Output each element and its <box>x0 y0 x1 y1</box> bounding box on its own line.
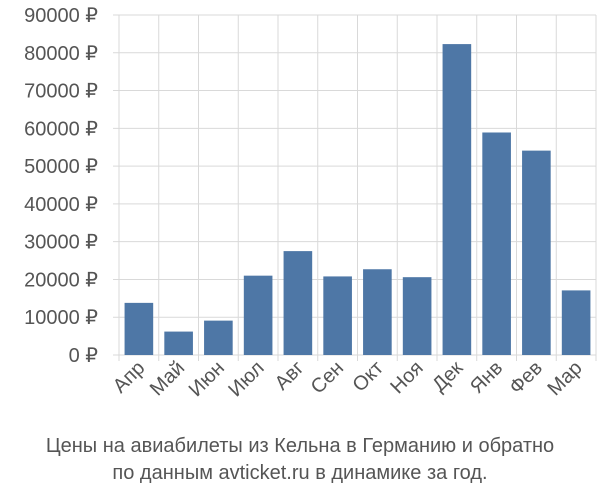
x-tick-label: Сен <box>307 357 348 398</box>
y-tick-label: 30000 ₽ <box>24 232 98 254</box>
y-tick-label: 0 ₽ <box>69 345 99 367</box>
bar-Сен <box>323 276 352 355</box>
y-tick-label: 10000 ₽ <box>24 307 98 329</box>
caption-line-1: Цены на авиабилеты из Кельна в Германию … <box>45 435 555 457</box>
bar-Дек <box>442 44 472 355</box>
bar-Май <box>164 331 193 355</box>
chart-bars <box>124 44 591 355</box>
y-tick-label: 50000 ₽ <box>24 156 98 178</box>
x-tick-label: Дек <box>428 357 467 396</box>
x-tick-label: Ноя <box>386 357 427 398</box>
y-tick-label: 80000 ₽ <box>24 43 98 65</box>
x-tick-label: Май <box>146 357 189 400</box>
bar-Мар <box>561 290 591 355</box>
bar-Апр <box>124 302 154 355</box>
x-tick-label: Апр <box>109 357 150 398</box>
x-tick-label: Июл <box>224 357 268 401</box>
chart-caption: Цены на авиабилеты из Кельна в Германию … <box>0 433 600 487</box>
bar-Июн <box>204 320 233 355</box>
y-tick-label: 60000 ₽ <box>24 118 98 140</box>
x-tick-label: Окт <box>349 357 388 396</box>
bar-Июл <box>243 275 273 355</box>
x-tick-label: Авг <box>271 357 309 395</box>
bar-chart: 0 ₽ 10000 ₽ 20000 ₽ 30000 ₽ 40000 ₽ 50000 ₽ 60… <box>24 5 597 401</box>
y-tick-label: 70000 ₽ <box>24 81 98 103</box>
y-axis-ticks: 0 ₽ 10000 ₽ 20000 ₽ 30000 ₽ 40000 ₽ 50000 ₽ 60… <box>24 5 98 367</box>
y-tick-label: 20000 ₽ <box>24 269 98 291</box>
x-tick-label: Фев <box>505 357 547 399</box>
y-tick-label: 90000 ₽ <box>24 5 98 27</box>
bar-Авг <box>283 251 313 355</box>
bar-Ноя <box>402 277 432 355</box>
bar-Янв <box>482 132 511 355</box>
chart-grid <box>113 14 597 361</box>
x-tick-label: Июн <box>185 357 229 401</box>
x-tick-label: Янв <box>466 357 507 398</box>
bar-Фев <box>522 150 551 355</box>
y-tick-label: 40000 ₽ <box>24 194 98 216</box>
x-tick-label: Мар <box>543 357 586 400</box>
caption-line-2: по данным avticket.ru в динамике за год. <box>112 462 488 484</box>
bar-Окт <box>363 269 392 355</box>
